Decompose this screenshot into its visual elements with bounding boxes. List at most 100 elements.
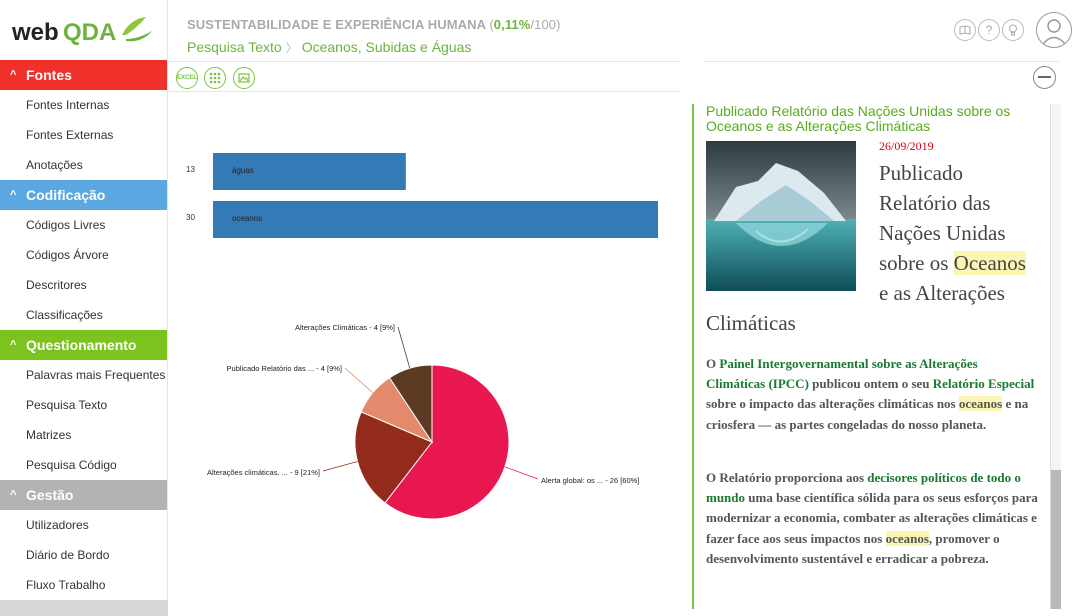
chart-toolbar: EXCEL [168,61,681,92]
para1-text-4: e na criosfera — as partes congeladas do… [706,396,1029,432]
bar-category-label: águas [232,166,254,175]
heading-line-3: Nações Unidas [879,221,1006,245]
heading-line-6: Climáticas [706,311,796,335]
bar-category-label: oceanos [232,214,262,223]
document-panel: Publicado Relatório das Nações Unidas so… [692,104,1050,609]
sidebar-item-descritores[interactable]: Descritores [26,278,87,292]
user-icon [1042,19,1066,45]
para1-link-relatorio[interactable]: Relatório Especial [932,376,1035,392]
sidebar-footer [0,600,168,616]
pie-slice-label: Publicado Relatório das ... - 4 [9%] [227,364,342,373]
breadcrumb-separator: 〉 [285,41,298,55]
para2-text-3: , promover o desenvolvimento sustentável… [706,530,1000,566]
chevron-up-icon: ^ [10,339,17,351]
sidebar-item-fluxo-trabalho[interactable]: Fluxo Trabalho [26,578,106,592]
document-topbar [703,61,1059,92]
user-avatar[interactable] [1036,12,1072,48]
bar-chart: 13 águas 30 oceanos [186,153,658,238]
grid-icon[interactable] [204,67,226,89]
chevron-up-icon: ^ [10,189,17,201]
bar-oceanos[interactable] [213,201,658,238]
sidebar: web QDA ^ Fontes Fontes Internas Fontes Ext… [0,0,168,616]
sidebar-section-label: Questionamento [26,337,137,353]
sidebar-item-fontes-internas[interactable]: Fontes Internas [26,98,110,112]
pie-slice[interactable] [388,364,433,444]
header: SUSTENTABILIDADE E EXPERIÊNCIA HUMANA (0… [168,0,1079,60]
project-title: SUSTENTABILIDADE E EXPERIÊNCIA HUMANA (0… [187,17,561,32]
document-title[interactable]: Publicado Relatório das Nações Unidas so… [706,104,1011,134]
pie-slice-label: Alterações climáticas. ... - 9 [21%] [207,468,320,477]
pie-leader-line [397,326,411,369]
document-scrollbar[interactable] [1050,104,1061,609]
sidebar-section-questionamento[interactable]: ^ Questionamento [0,330,167,360]
progress-total: /100) [530,17,561,32]
document-date: 26/09/2019 [879,139,934,153]
sidebar-item-diario-de-bordo[interactable]: Diário de Bordo [26,548,110,562]
webqda-logo-icon: web QDA [11,17,152,46]
para2-link-decisores[interactable]: decisores políticos de todo o mundo [706,470,1021,506]
logo-web-text: web [11,19,59,46]
bar-value-label: 30 [186,213,195,222]
sidebar-item-anotacoes[interactable]: Anotações [26,158,83,172]
heading-line-2: Relatório das [879,191,991,215]
search-highlight: Oceanos [953,251,1026,275]
logo[interactable]: web QDA [0,0,167,60]
para2-text-2: uma base científica sólida para os seus … [706,490,1038,546]
heading-line-4: sobre os Oceanos [706,248,1046,278]
search-highlight: oceanos [958,396,1003,412]
paragraph-2: O Relatório proporciona aos decisores po… [706,468,1039,569]
sidebar-item-pesquisa-texto[interactable]: Pesquisa Texto [26,398,108,412]
para1-text-3: sobre o impacto das alterações climática… [706,396,959,412]
search-highlight: oceanos [885,530,929,546]
heading-line-5: e as Alterações [879,281,1005,305]
logo-qda-text: QDA [63,19,116,46]
breadcrumb: Pesquisa Texto 〉 Oceanos, Subidas e Águas [187,39,471,56]
breadcrumb-item-pesquisa-texto[interactable]: Pesquisa Texto [187,39,282,55]
pie-leader-line [322,461,358,472]
sidebar-section-label: Gestão [26,487,74,503]
chevron-up-icon: ^ [10,69,17,81]
para1-text-2: publicou ontem o seu [808,376,933,392]
pie-slice-label: Alterações Climáticas - 4 [9%] [295,323,395,332]
sidebar-item-fontes-externas[interactable]: Fontes Externas [26,128,114,142]
breadcrumb-item-query[interactable]: Oceanos, Subidas e Águas [301,39,472,55]
scrollbar-thumb[interactable] [1051,470,1061,609]
sidebar-section-fontes[interactable]: ^ Fontes [0,60,167,90]
para1-text-1: O [706,356,720,371]
sidebar-item-pesquisa-codigo[interactable]: Pesquisa Código [26,458,117,472]
pie-chart: Alerta global: os ... - 26 [60%] Alteraçõ… [207,323,639,520]
sidebar-item-palavras-mais-frequentes[interactable]: Palavras mais Frequentes [26,368,166,382]
pie-leader-line [504,466,539,480]
paragraph-1: O Painel Intergovernamental sobre as Alt… [706,354,1039,435]
collapse-panel-button[interactable] [1033,66,1056,89]
chart-area: 13 águas 30 oceanos Alerta global: os ... -… [168,92,681,616]
document-image [706,141,856,291]
bar-value-label: 13 [186,165,195,174]
sidebar-section-codificacao[interactable]: ^ Codificação [0,180,167,210]
help-icon[interactable]: ? [978,19,1000,41]
pie-leader-line [344,367,374,394]
sidebar-section-label: Codificação [26,187,106,203]
book-icon[interactable] [954,19,976,41]
excel-export-button[interactable]: EXCEL [176,67,198,89]
sidebar-section-label: Fontes [26,67,72,83]
para2-text-1: O Relatório proporciona aos [706,470,868,485]
document-heading: Publicado Relatório das Nações Unidas so… [706,158,1046,338]
sidebar-item-classificacoes[interactable]: Classificações [26,308,103,322]
para1-link-ipcc[interactable]: Painel Intergovernamental sobre as Alter… [706,356,978,392]
image-icon[interactable] [233,67,255,89]
chevron-up-icon: ^ [10,489,17,501]
heading-line-4-text: sobre os [879,251,954,275]
sidebar-item-utilizadores[interactable]: Utilizadores [26,518,89,532]
pie-slice[interactable] [384,364,510,520]
sidebar-section-gestao[interactable]: ^ Gestão [0,480,167,510]
progress-percent: 0,11% [493,17,531,32]
bulb-icon[interactable] [1002,19,1024,41]
bar-águas[interactable] [213,153,406,190]
progress-open: ( [489,17,494,32]
sidebar-item-codigos-livres[interactable]: Códigos Livres [26,218,106,232]
sidebar-item-matrizes[interactable]: Matrizes [26,428,72,442]
sidebar-item-codigos-arvore[interactable]: Códigos Árvore [26,248,109,262]
pie-slice[interactable] [354,411,433,504]
